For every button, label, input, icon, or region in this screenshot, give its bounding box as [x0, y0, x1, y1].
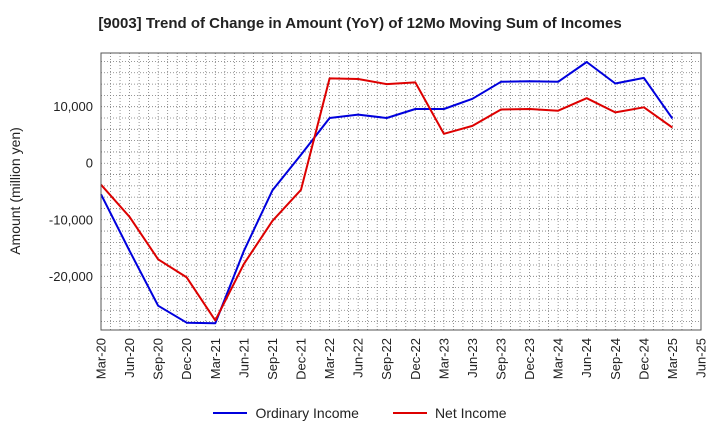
- legend-item-net-income: Net Income: [392, 405, 507, 421]
- legend-item-ordinary-income: Ordinary Income: [213, 405, 359, 421]
- series-line-ordinary-income: [100, 61, 674, 325]
- legend-swatch-net-income: [392, 412, 427, 414]
- x-tick-label: Sep-22: [379, 338, 394, 380]
- legend-swatch-ordinary-income: [213, 412, 248, 414]
- x-tick-label: Sep-21: [265, 338, 280, 380]
- x-tick-label: Mar-23: [436, 338, 451, 379]
- x-tick-label: Jun-24: [579, 338, 594, 378]
- x-tick-labels: Mar-20 Jun-20 Sep-20 Dec-20 Mar-21 Jun-21 Sep-…: [94, 338, 709, 380]
- y-axis-label: Amount (million yen): [7, 127, 23, 255]
- x-tick-label: Jun-20: [122, 338, 137, 378]
- x-tick-label: Mar-21: [208, 338, 223, 379]
- x-tick-label: Mar-24: [551, 338, 566, 379]
- legend: Ordinary Income Net Income: [0, 405, 720, 421]
- x-tick-label: Jun-23: [465, 338, 480, 378]
- x-tick-label: Dec-20: [179, 338, 194, 380]
- series-line-net-income: [100, 77, 673, 322]
- x-tick-label: Jun-25: [694, 338, 709, 378]
- x-tick-label: Mar-25: [665, 338, 680, 379]
- y-tick-label: -10,000: [49, 212, 93, 227]
- x-tick-label: Jun-22: [351, 338, 366, 378]
- y-tick-labels: -20,000 -10,000 0 10,000: [49, 99, 93, 284]
- x-tick-label: Dec-23: [522, 338, 537, 380]
- chart-title: [9003] Trend of Change in Amount (YoY) o…: [98, 15, 622, 32]
- x-tick-label: Mar-20: [94, 338, 109, 379]
- x-tick-label: Sep-20: [151, 338, 166, 380]
- y-tick-label: 10,000: [53, 99, 93, 114]
- y-tick-label: 0: [86, 156, 93, 171]
- series-layer: [100, 61, 674, 325]
- x-tick-label: Sep-24: [608, 338, 623, 380]
- legend-label-net-income: Net Income: [434, 405, 507, 421]
- x-tick-label: Dec-21: [294, 338, 309, 380]
- x-tick-label: Dec-22: [408, 338, 423, 380]
- y-tick-label: -20,000: [49, 269, 93, 284]
- plot-area: [101, 53, 701, 330]
- plot-frame: [100, 52, 702, 331]
- x-tick-label: Sep-23: [494, 338, 509, 380]
- x-tick-label: Dec-24: [636, 338, 651, 380]
- legend-label-ordinary-income: Ordinary Income: [255, 405, 359, 421]
- grid-layer: [101, 53, 701, 330]
- x-tick-label: Jun-21: [236, 338, 251, 378]
- x-tick-label: Mar-22: [322, 338, 337, 379]
